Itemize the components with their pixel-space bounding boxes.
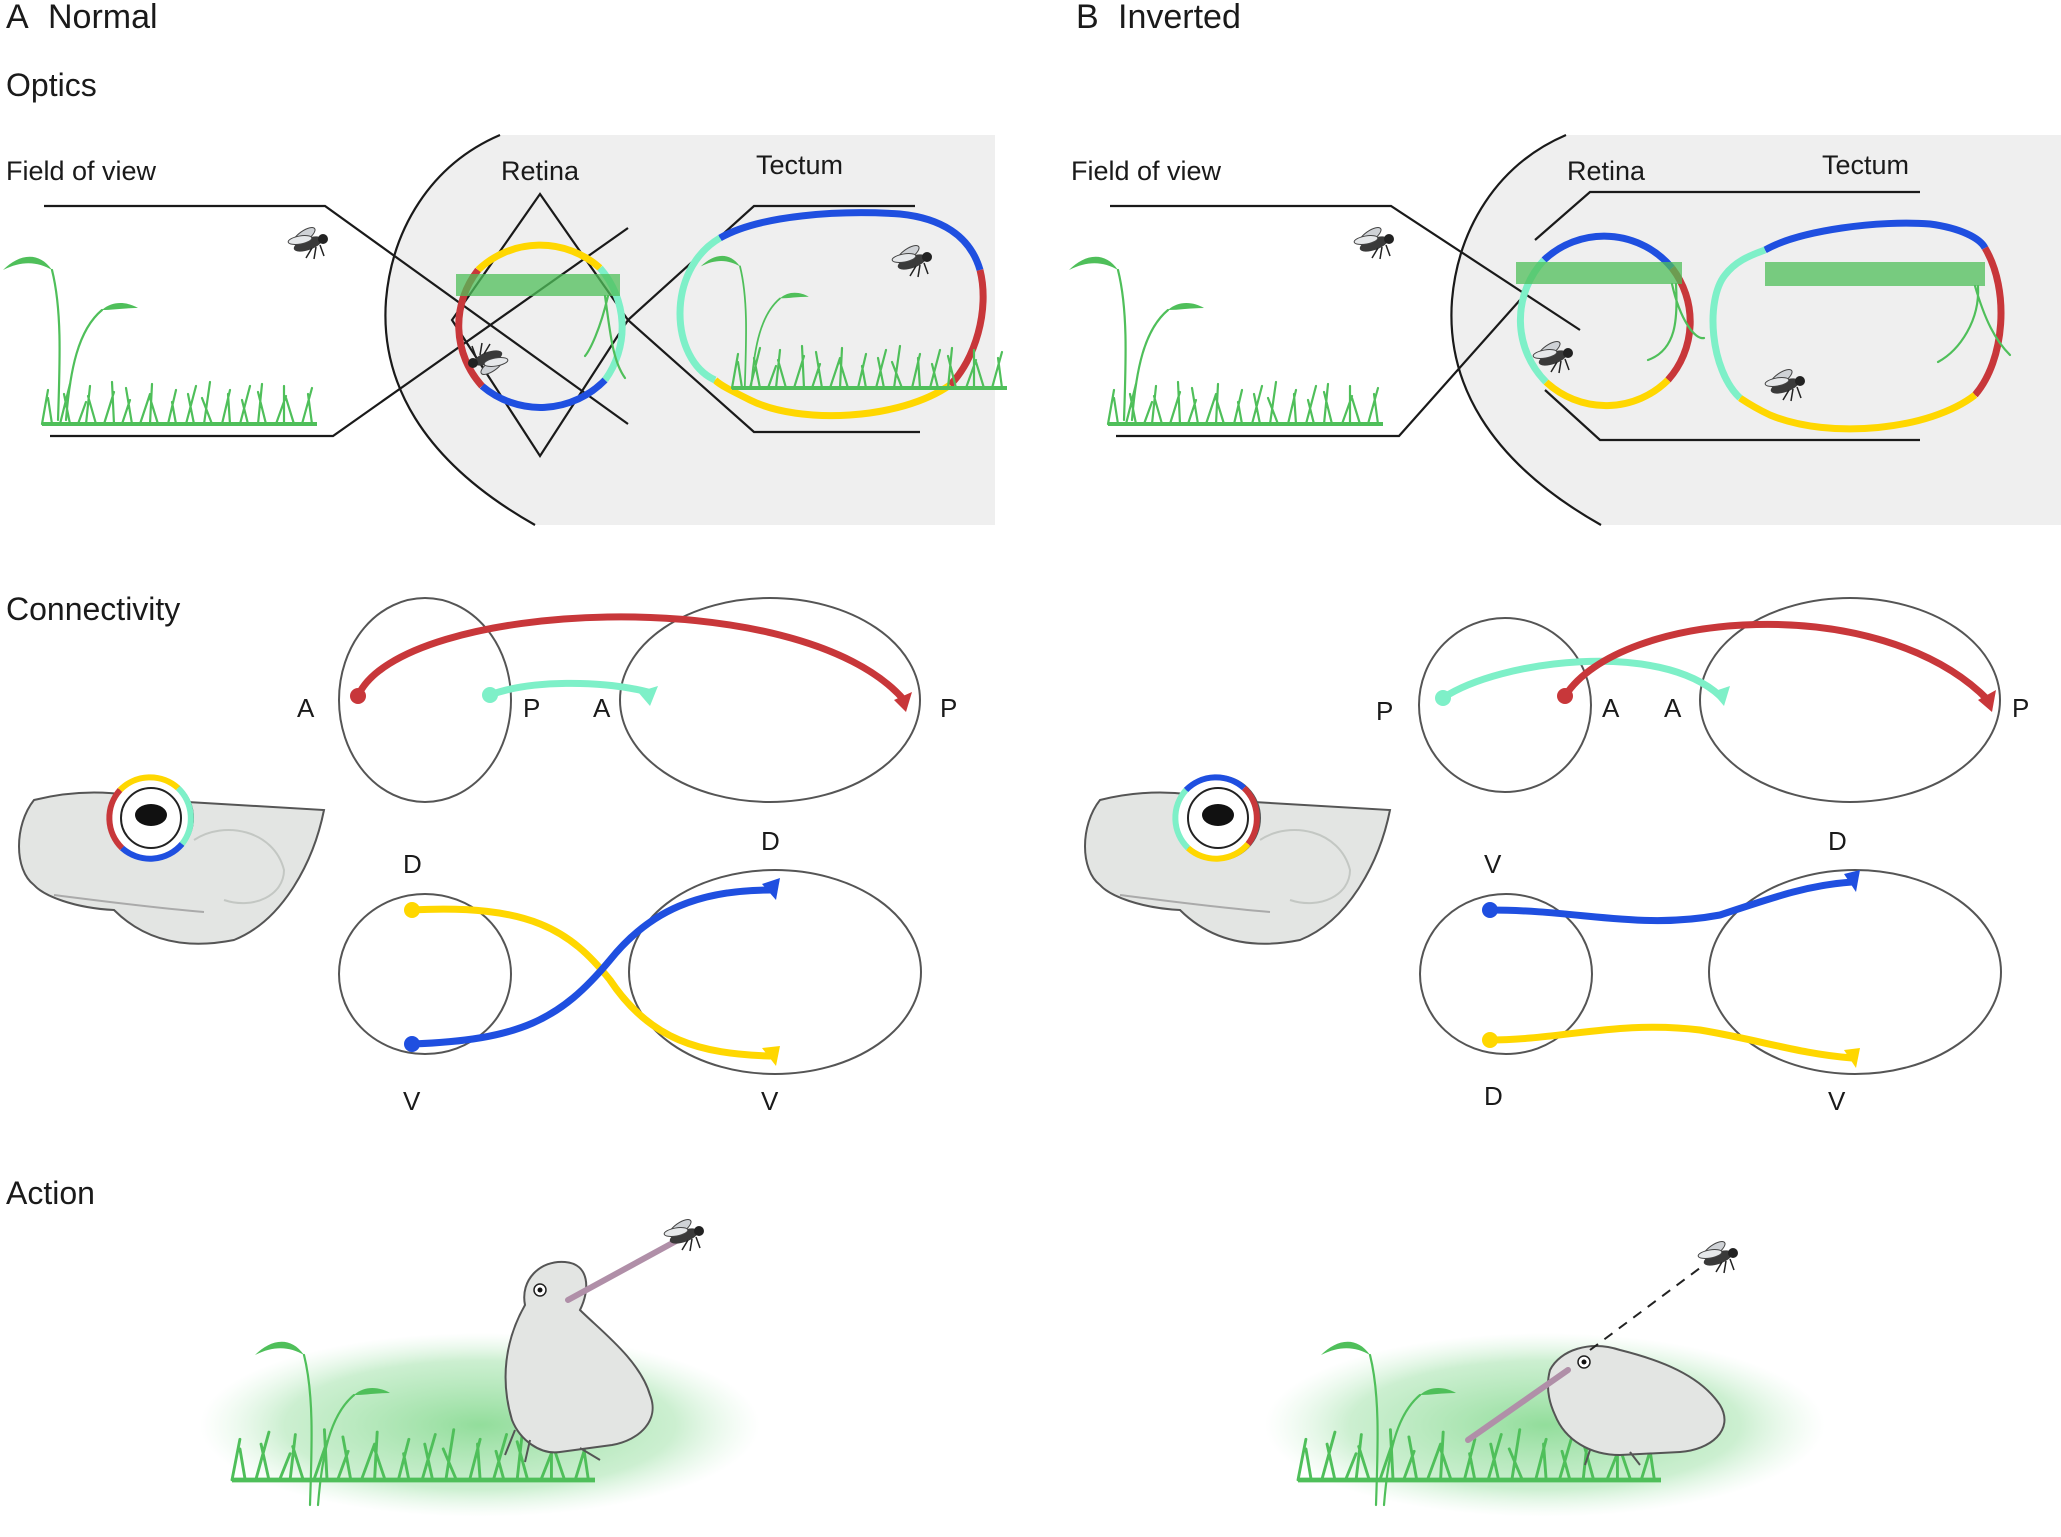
plant-icon xyxy=(1067,255,1206,422)
grass-icon xyxy=(40,380,319,426)
retina-oval xyxy=(338,597,512,803)
axis-label: A xyxy=(1602,693,1620,723)
tectum-oval xyxy=(628,869,922,1075)
section-optics: Optics xyxy=(6,67,97,103)
grass-patch xyxy=(1265,1333,1825,1517)
axis-label: P xyxy=(940,693,957,723)
field-of-view-label: Field of view xyxy=(6,156,157,186)
field-of-view-label: Field of view xyxy=(1071,156,1222,186)
axon-dorsal xyxy=(1486,1023,1856,1062)
action-panel-b xyxy=(1265,1237,1825,1517)
fly-icon xyxy=(1696,1237,1739,1274)
axis-label: A xyxy=(1664,693,1682,723)
gaze-line xyxy=(1589,1261,1709,1351)
axis-label: A xyxy=(593,693,611,723)
grass-icon xyxy=(1106,380,1385,426)
panel-a-letter: A xyxy=(6,0,29,36)
tectum-ray-upper xyxy=(627,204,915,321)
frog-eye-a xyxy=(106,774,194,862)
connectivity-panel-b: P A A P V D D V xyxy=(1084,597,2029,1116)
tectum-oval-a xyxy=(676,209,1009,420)
axis-label: A xyxy=(297,693,315,723)
section-action: Action xyxy=(6,1175,95,1211)
tectum-ray-upper xyxy=(1534,190,1920,241)
axon-anterior xyxy=(1561,620,1992,704)
axon-ventral xyxy=(408,886,774,1048)
tectum-oval-b xyxy=(1709,219,2012,433)
axis-label: P xyxy=(1376,696,1393,726)
view-ray-upper xyxy=(1110,204,1581,331)
tectum-label: Tectum xyxy=(1822,150,1909,180)
panel-a-title: Normal xyxy=(48,0,158,36)
tectum-ray-lower xyxy=(627,319,920,434)
retina-oval xyxy=(1418,617,1592,793)
axis-label: V xyxy=(1828,1086,1846,1116)
retina-oval xyxy=(338,893,512,1055)
axis-label: D xyxy=(761,826,780,856)
axis-label: V xyxy=(1484,849,1502,879)
retina-label: Retina xyxy=(1567,156,1646,186)
fly-icon xyxy=(286,223,329,260)
retina-circle-a xyxy=(455,241,627,411)
grass-patch xyxy=(200,1333,760,1517)
optics-panel-b: Field of view Retina Tectum xyxy=(1067,133,2061,526)
tectum-oval xyxy=(619,597,921,803)
eye-outline xyxy=(1450,133,1602,526)
retina-label: Retina xyxy=(501,156,580,186)
view-ray-lower xyxy=(50,227,629,438)
frog-icon xyxy=(504,1260,654,1463)
axon-posterior xyxy=(1439,657,1724,702)
tectum-oval xyxy=(1699,597,2001,803)
action-panel-a xyxy=(200,1215,760,1517)
axis-label: P xyxy=(523,693,540,723)
retina-circle-b xyxy=(1516,232,1706,410)
frog-icon xyxy=(1546,1345,1726,1466)
eye-outline xyxy=(384,133,536,526)
view-ray-upper xyxy=(44,204,629,425)
axis-label: D xyxy=(1828,826,1847,856)
tongue-icon xyxy=(565,1237,681,1303)
connectivity-panel-a: A P A P D V D V xyxy=(18,597,957,1116)
plant-icon xyxy=(1,255,140,422)
tectum-oval xyxy=(1708,869,2002,1075)
brain-background xyxy=(1451,135,2061,525)
frog-eye-b xyxy=(1172,774,1261,862)
tectum-label: Tectum xyxy=(756,150,843,180)
section-connectivity: Connectivity xyxy=(6,591,180,627)
axon-ventral xyxy=(1486,878,1856,925)
tongue-icon xyxy=(1465,1367,1571,1443)
axon-dorsal xyxy=(408,905,774,1060)
panel-b-letter: B xyxy=(1076,0,1099,36)
retina-oval xyxy=(1419,893,1593,1055)
axis-label: V xyxy=(761,1086,779,1116)
axon-posterior xyxy=(486,679,652,699)
axis-label: D xyxy=(403,849,422,879)
optics-panel-a: Field of view Retina Tectum xyxy=(1,133,1009,526)
tectum-ray-lower xyxy=(1544,389,1920,442)
fly-icon xyxy=(1352,223,1395,260)
axon-anterior xyxy=(354,613,908,704)
axis-label: D xyxy=(1484,1081,1503,1111)
view-ray-lower xyxy=(1116,299,1521,438)
axis-label: P xyxy=(2012,693,2029,723)
axis-label: V xyxy=(403,1086,421,1116)
panel-b-title: Inverted xyxy=(1118,0,1241,36)
brain-background xyxy=(385,135,995,525)
